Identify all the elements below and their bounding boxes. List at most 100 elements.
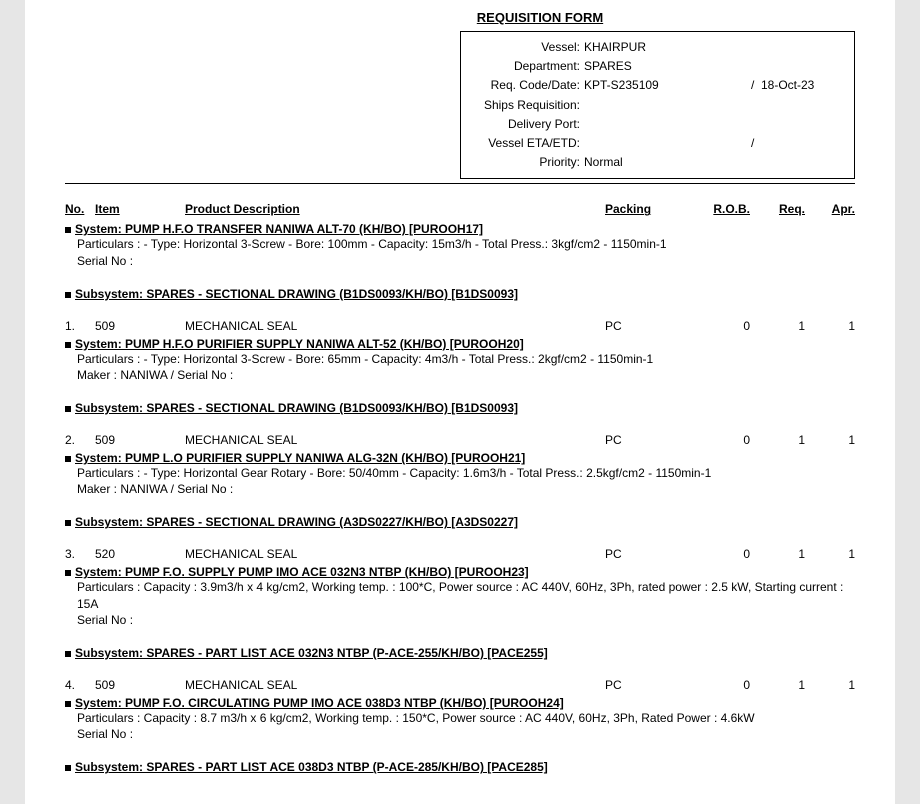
system-label: System: PUMP H.F.O PURIFIER SUPPLY NANIW… [75, 337, 524, 351]
item-row: 4. 509 MECHANICAL SEAL PC 0 1 1 [65, 676, 855, 694]
eta-sep: / [751, 134, 846, 153]
item-row: 1. 509 MECHANICAL SEAL PC 0 1 1 [65, 317, 855, 335]
item-rob: 0 [690, 431, 750, 449]
priority-value: Normal [584, 153, 846, 172]
subsystem-header: Subsystem: SPARES - SECTIONAL DRAWING (B… [65, 287, 855, 301]
port-value [584, 115, 846, 134]
col-apr: Apr. [805, 202, 855, 216]
subsystem-label: Subsystem: SPARES - SECTIONAL DRAWING (B… [75, 287, 518, 301]
particulars: Particulars : - Type: Horizontal Gear Ro… [65, 465, 855, 481]
particulars: Particulars : Capacity : 3.9m3/h x 4 kg/… [65, 579, 855, 611]
item-no: 2. [65, 431, 95, 449]
item-code: 509 [95, 317, 185, 335]
column-headers: No. Item Product Description Packing R.O… [65, 202, 855, 216]
item-apr: 1 [805, 317, 855, 335]
eta-label: Vessel ETA/ETD: [469, 134, 584, 153]
header-info-box: Vessel: KHAIRPUR Department: SPARES Req.… [460, 31, 855, 179]
bullet-icon [65, 342, 71, 348]
system-header: System: PUMP H.F.O TRANSFER NANIWA ALT-7… [65, 222, 855, 236]
ships-req-label: Ships Requisition: [469, 96, 584, 115]
item-req: 1 [750, 317, 805, 335]
item-code: 509 [95, 676, 185, 694]
item-pack: PC [605, 431, 690, 449]
item-apr: 1 [805, 545, 855, 563]
subsystem-header: Subsystem: SPARES - SECTIONAL DRAWING (B… [65, 401, 855, 415]
system-label: System: PUMP L.O PURIFIER SUPPLY NANIWA … [75, 451, 525, 465]
port-label: Delivery Port: [469, 115, 584, 134]
col-item: Item [95, 202, 185, 216]
requisition-page: REQUISITION FORM Vessel: KHAIRPUR Depart… [25, 0, 895, 804]
particulars: Particulars : Capacity : 8.7 m3/h x 6 kg… [65, 710, 855, 726]
system-header: System: PUMP F.O. SUPPLY PUMP IMO ACE 03… [65, 565, 855, 579]
item-no: 1. [65, 317, 95, 335]
item-no: 3. [65, 545, 95, 563]
item-desc: MECHANICAL SEAL [185, 317, 605, 335]
system-header: System: PUMP L.O PURIFIER SUPPLY NANIWA … [65, 451, 855, 465]
code-label: Req. Code/Date: [469, 76, 584, 95]
ships-req-value [584, 96, 846, 115]
item-req: 1 [750, 431, 805, 449]
item-apr: 1 [805, 676, 855, 694]
item-no: 4. [65, 676, 95, 694]
item-code: 520 [95, 545, 185, 563]
bullet-icon [65, 406, 71, 412]
item-desc: MECHANICAL SEAL [185, 545, 605, 563]
dept-label: Department: [469, 57, 584, 76]
col-rob: R.O.B. [690, 202, 750, 216]
col-desc: Product Description [185, 202, 605, 216]
code-value: KPT-S235109 [584, 76, 751, 95]
bullet-icon [65, 701, 71, 707]
system-header: System: PUMP H.F.O PURIFIER SUPPLY NANIW… [65, 337, 855, 351]
bullet-icon [65, 227, 71, 233]
particulars-maker: Maker : NANIWA / Serial No : [65, 481, 855, 497]
item-row: 2. 509 MECHANICAL SEAL PC 0 1 1 [65, 431, 855, 449]
item-code: 509 [95, 431, 185, 449]
date-value: 18-Oct-23 [761, 76, 846, 95]
bullet-icon [65, 651, 71, 657]
system-label: System: PUMP F.O. SUPPLY PUMP IMO ACE 03… [75, 565, 529, 579]
priority-label: Priority: [469, 153, 584, 172]
col-no: No. [65, 202, 95, 216]
particulars-maker: Maker : NANIWA / Serial No : [65, 367, 855, 383]
particulars-serial: Serial No : [65, 253, 855, 269]
particulars-serial: Serial No : [65, 726, 855, 742]
item-desc: MECHANICAL SEAL [185, 676, 605, 694]
particulars-serial: Serial No : [65, 612, 855, 628]
item-row: 3. 520 MECHANICAL SEAL PC 0 1 1 [65, 545, 855, 563]
eta-value [584, 134, 751, 153]
subsystem-label: Subsystem: SPARES - PART LIST ACE 032N3 … [75, 646, 548, 660]
dept-value: SPARES [584, 57, 846, 76]
item-apr: 1 [805, 431, 855, 449]
vessel-value: KHAIRPUR [584, 38, 846, 57]
vessel-label: Vessel: [469, 38, 584, 57]
system-label: System: PUMP H.F.O TRANSFER NANIWA ALT-7… [75, 222, 483, 236]
item-rob: 0 [690, 676, 750, 694]
subsystem-header: Subsystem: SPARES - PART LIST ACE 032N3 … [65, 646, 855, 660]
item-rob: 0 [690, 545, 750, 563]
subsystem-header: Subsystem: SPARES - SECTIONAL DRAWING (A… [65, 515, 855, 529]
bullet-icon [65, 292, 71, 298]
col-packing: Packing [605, 202, 690, 216]
item-desc: MECHANICAL SEAL [185, 431, 605, 449]
item-rob: 0 [690, 317, 750, 335]
item-pack: PC [605, 317, 690, 335]
col-req: Req. [750, 202, 805, 216]
bullet-icon [65, 570, 71, 576]
subsystem-header: Subsystem: SPARES - PART LIST ACE 038D3 … [65, 760, 855, 774]
particulars: Particulars : - Type: Horizontal 3-Screw… [65, 351, 855, 367]
system-label: System: PUMP F.O. CIRCULATING PUMP IMO A… [75, 696, 564, 710]
item-pack: PC [605, 676, 690, 694]
subsystem-label: Subsystem: SPARES - PART LIST ACE 038D3 … [75, 760, 548, 774]
system-header: System: PUMP F.O. CIRCULATING PUMP IMO A… [65, 696, 855, 710]
item-req: 1 [750, 545, 805, 563]
divider [65, 183, 855, 184]
bullet-icon [65, 765, 71, 771]
bullet-icon [65, 520, 71, 526]
date-sep: / [751, 76, 761, 95]
particulars: Particulars : - Type: Horizontal 3-Screw… [65, 236, 855, 252]
bullet-icon [65, 456, 71, 462]
subsystem-label: Subsystem: SPARES - SECTIONAL DRAWING (A… [75, 515, 518, 529]
subsystem-label: Subsystem: SPARES - SECTIONAL DRAWING (B… [75, 401, 518, 415]
item-pack: PC [605, 545, 690, 563]
item-req: 1 [750, 676, 805, 694]
